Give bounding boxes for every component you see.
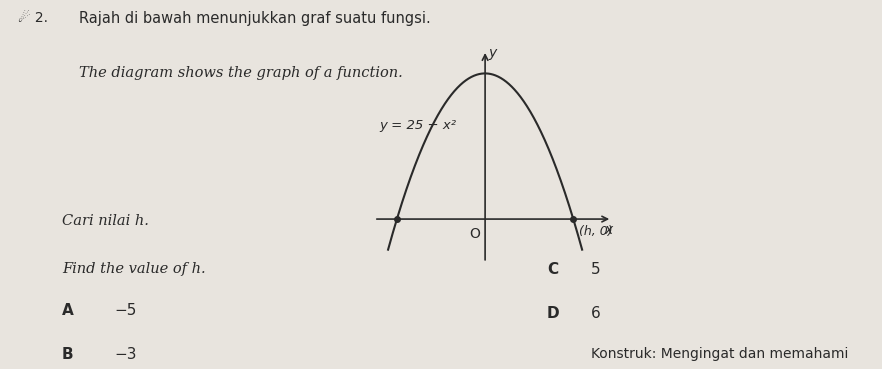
Text: −3: −3 [115,347,138,362]
Text: 6: 6 [591,306,601,321]
Text: The diagram shows the graph of a function.: The diagram shows the graph of a functio… [79,66,403,80]
Text: y = 25 − x²: y = 25 − x² [379,119,456,132]
Text: −5: −5 [115,303,137,318]
Text: Find the value of h.: Find the value of h. [62,262,206,276]
Text: B: B [62,347,73,362]
Text: (h, 0): (h, 0) [579,225,612,238]
Text: Cari nilai h.: Cari nilai h. [62,214,148,228]
Text: A: A [62,303,73,318]
Text: y: y [488,46,497,60]
Text: ☄ 2.: ☄ 2. [18,11,48,25]
Text: 5: 5 [591,262,601,277]
Text: Rajah di bawah menunjukkan graf suatu fungsi.: Rajah di bawah menunjukkan graf suatu fu… [79,11,431,26]
Text: O: O [469,227,480,241]
Text: D: D [547,306,559,321]
Text: Konstruk: Mengingat dan memahami: Konstruk: Mengingat dan memahami [591,347,848,361]
Text: x: x [604,223,613,237]
Text: C: C [547,262,558,277]
